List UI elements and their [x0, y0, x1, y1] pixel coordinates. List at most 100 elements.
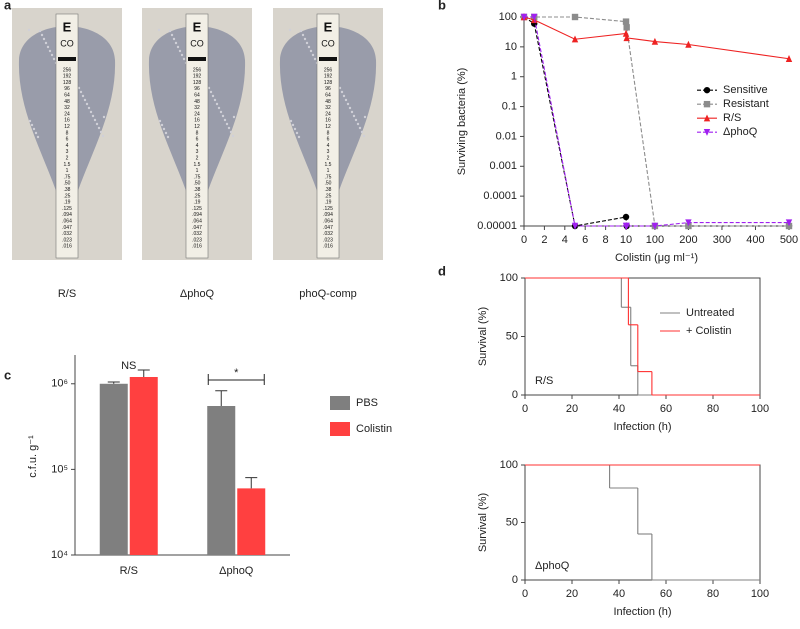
error-bar: [215, 390, 228, 407]
legend-label: Sensitive: [723, 84, 768, 96]
colony: [95, 122, 99, 126]
etest-strip: ECO25619212896644832241612864321.51.75.5…: [316, 13, 340, 259]
legend-label: R/S: [723, 112, 741, 124]
colony: [303, 37, 307, 41]
strip-bar: [58, 57, 76, 61]
colony: [223, 118, 227, 122]
strip-scale-label: .047: [323, 225, 333, 231]
colony: [85, 102, 89, 106]
colony: [295, 131, 299, 135]
point: [623, 34, 630, 42]
point: [571, 222, 579, 230]
x-axis-label: Infection (h): [613, 421, 671, 433]
strip-scale-label: 24: [194, 111, 200, 117]
y-tick-label: 10⁴: [51, 549, 68, 561]
point: [685, 40, 692, 48]
colony: [291, 123, 295, 127]
point: [622, 213, 630, 221]
x-tick-label: 2: [541, 234, 547, 246]
strip-scale-label: 32: [64, 105, 70, 111]
x-tick-label: ΔphoQ: [219, 565, 254, 577]
strip-scale-label: .75: [64, 174, 71, 180]
strip-scale-label: .047: [62, 225, 72, 231]
bar: [129, 376, 158, 555]
colony: [209, 90, 213, 94]
colony: [44, 41, 48, 45]
colony: [338, 86, 342, 90]
etest-strip: ECO25619212896644832241612864321.51.75.5…: [185, 13, 209, 259]
x-tick-label: 80: [707, 588, 719, 600]
strip-scale-label: .016: [192, 244, 202, 250]
legend-marker: [703, 100, 711, 108]
strip-scale-label: .38: [64, 187, 71, 193]
colony: [36, 135, 40, 139]
strip-scale-label: .094: [62, 212, 72, 218]
colony: [217, 106, 221, 110]
colony: [358, 126, 362, 130]
strip-scale-label: 2: [327, 156, 330, 162]
strip-scale-label: .50: [325, 181, 332, 187]
strip-scale-label: .032: [323, 231, 333, 237]
y-tick-label: 1: [511, 71, 517, 83]
x-tick-label: 8: [603, 234, 609, 246]
y-tick-label: 10⁵: [51, 463, 68, 475]
legend-marker: [703, 114, 711, 122]
colony: [174, 41, 178, 45]
strip-scale-label: 4: [196, 143, 199, 149]
strip-scale-label: 256: [324, 67, 333, 73]
colony: [28, 119, 32, 123]
strip-scale-label: 12: [194, 124, 200, 130]
colony: [30, 123, 34, 127]
colony: [157, 28, 161, 32]
colony: [356, 122, 360, 126]
colony: [309, 49, 313, 53]
strip-scale-label: 32: [194, 105, 200, 111]
colony: [297, 135, 301, 139]
colony: [46, 45, 50, 49]
colony: [229, 130, 233, 134]
strip-scale-label: .25: [325, 193, 332, 199]
x-tick-label: 40: [613, 588, 625, 600]
strip-scale-label: .125: [323, 206, 333, 212]
y-tick-label: 100: [500, 459, 518, 471]
strip-scale-label: .75: [194, 174, 201, 180]
x-tick-label: 20: [566, 403, 578, 415]
y-axis-label: c.f.u. g⁻¹: [27, 435, 39, 478]
point: [785, 55, 793, 62]
colony: [32, 127, 36, 131]
x-tick-label: 0: [522, 403, 528, 415]
legend-label: Untreated: [686, 307, 734, 319]
x-tick-label: 0: [521, 234, 527, 246]
strip-code: CO: [321, 38, 335, 48]
y-tick-label: 50: [506, 330, 518, 342]
strip-scale-label: 8: [66, 130, 69, 136]
strip-body: [185, 13, 209, 259]
strip-scale-label: 48: [194, 99, 200, 105]
y-axis-label: Survival (%): [477, 307, 489, 366]
strip-scale-label: 6: [66, 137, 69, 143]
x-tick-label: 100: [646, 234, 664, 246]
strip-scale-label: .032: [192, 231, 202, 237]
point: [571, 35, 579, 43]
y-tick-label: 0.001: [489, 160, 517, 172]
strip-scale-label: 3: [196, 149, 199, 155]
colony: [93, 118, 97, 122]
strip-scale-label: .032: [62, 231, 72, 237]
x-tick-label: 60: [660, 403, 672, 415]
point: [622, 18, 630, 25]
colony: [363, 115, 367, 119]
legend-label: ΔphoQ: [723, 126, 758, 138]
y-tick-label: 0.1: [502, 100, 517, 112]
y-tick-label: 0.01: [496, 130, 517, 142]
strip-scale-label: 1.5: [325, 162, 332, 168]
strip-scale-label: .19: [325, 200, 332, 206]
point: [531, 13, 538, 21]
x-tick-label: R/S: [120, 565, 138, 577]
strip-code: CO: [60, 38, 74, 48]
colony: [48, 49, 52, 53]
colony: [225, 122, 229, 126]
colony: [158, 119, 162, 123]
colony: [227, 126, 231, 130]
strip-scale-label: .25: [64, 193, 71, 199]
strip-scale-label: 12: [325, 124, 331, 130]
